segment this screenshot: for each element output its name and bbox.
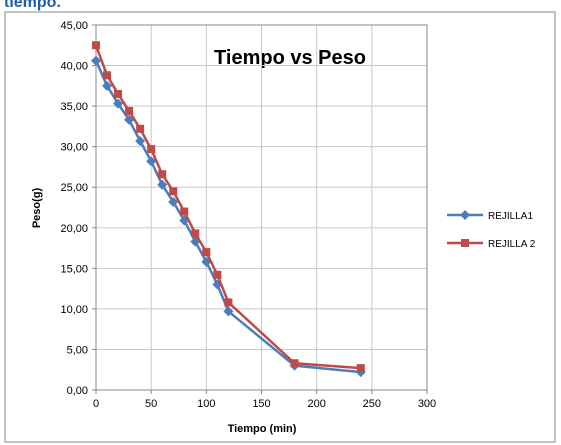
marker xyxy=(180,207,189,216)
marker xyxy=(191,229,200,238)
marker xyxy=(103,71,112,80)
x-tick-label: 100 xyxy=(197,398,215,410)
plot-border xyxy=(95,24,428,391)
y-tick-label: 25,00 xyxy=(60,182,88,194)
y-tick-label: 15,00 xyxy=(60,263,88,275)
x-tick-label: 200 xyxy=(307,398,325,410)
marker xyxy=(223,306,234,317)
marker xyxy=(224,298,233,307)
marker xyxy=(168,196,179,207)
marker xyxy=(460,210,470,220)
marker xyxy=(356,364,365,373)
x-tick-label: 150 xyxy=(252,398,270,410)
legend-label: REJILLA 2 xyxy=(488,239,536,250)
marker xyxy=(146,156,157,167)
x-tick-label: 0 xyxy=(93,398,99,410)
y-tick-label: 40,00 xyxy=(60,61,88,73)
y-tick-label: 45,00 xyxy=(60,20,88,32)
marker xyxy=(202,248,211,257)
x-tick-label: 300 xyxy=(418,398,436,410)
marker xyxy=(124,114,135,125)
marker xyxy=(113,98,124,109)
y-tick-label: 20,00 xyxy=(60,223,88,235)
marker xyxy=(125,106,134,115)
x-tick-label: 250 xyxy=(363,398,381,410)
marker xyxy=(114,89,123,98)
y-tick-label: 30,00 xyxy=(60,142,88,154)
y-axis-label: Peso(g) xyxy=(31,187,43,228)
y-tick-label: 0,00 xyxy=(67,385,88,397)
marker xyxy=(147,145,156,154)
marker xyxy=(169,187,178,196)
chart-frame xyxy=(4,11,556,443)
x-axis-label: Tiempo (min) xyxy=(228,423,297,435)
chart-title: Tiempo vs Peso xyxy=(214,47,366,69)
marker xyxy=(290,359,299,368)
marker xyxy=(135,135,146,146)
header-text: tiempo. xyxy=(4,0,61,11)
marker xyxy=(157,179,168,190)
marker xyxy=(461,239,469,247)
marker xyxy=(136,124,145,133)
x-tick-label: 50 xyxy=(145,398,157,410)
y-tick-label: 5,00 xyxy=(67,344,88,356)
marker xyxy=(92,41,100,50)
y-tick-label: 35,00 xyxy=(60,101,88,113)
legend-label: REJILLA1 xyxy=(488,211,533,222)
marker xyxy=(91,55,101,66)
marker xyxy=(213,270,222,279)
marker xyxy=(158,170,167,179)
y-tick-label: 10,00 xyxy=(60,304,88,316)
marker xyxy=(102,80,113,91)
